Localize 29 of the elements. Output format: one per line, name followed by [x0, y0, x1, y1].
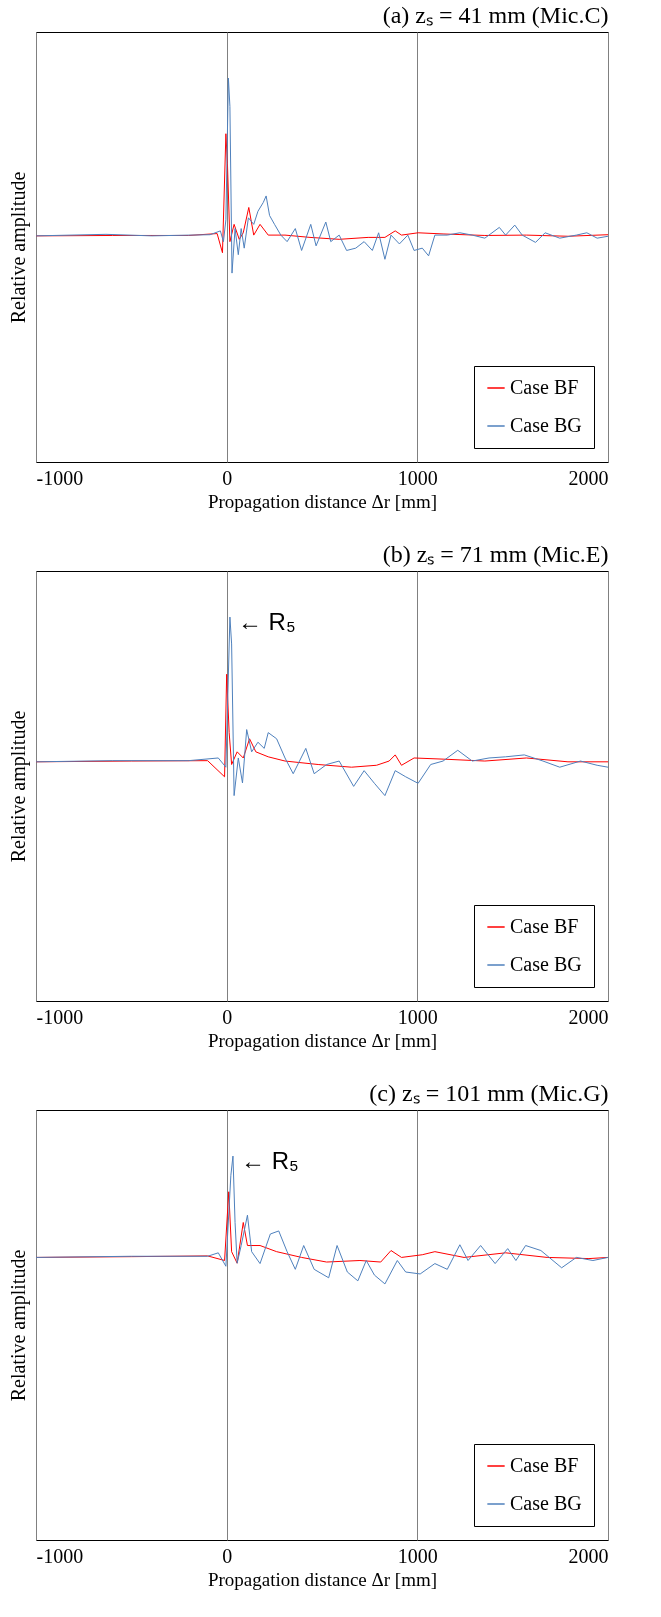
x-tick-label: 1000 [397, 466, 438, 489]
x-tick-label: 1000 [397, 1005, 438, 1028]
x-tick-label: 0 [222, 1544, 233, 1567]
x-tick-label: 2000 [568, 466, 609, 489]
x-axis-title: Propagation distance Δr [mm] [207, 1029, 438, 1051]
chart-title: (b) zₛ = 71 mm (Mic.E) [382, 541, 609, 567]
y-axis-title: Relative amplitude [6, 171, 30, 324]
x-tick-label: -1000 [36, 1544, 84, 1567]
annotation: ← R₅ [240, 1147, 299, 1175]
x-tick-label: -1000 [36, 466, 84, 489]
x-axis-title: Propagation distance Δr [mm] [207, 490, 438, 512]
legend-label: Case BF [510, 915, 579, 937]
legend-label: Case BF [510, 1454, 579, 1476]
legend-label: Case BG [510, 1492, 582, 1514]
legend-label: Case BF [510, 376, 579, 398]
chart-title: (c) zₛ = 101 mm (Mic.G) [369, 1080, 609, 1106]
x-axis-title: Propagation distance Δr [mm] [207, 1568, 438, 1590]
chart-title: (a) zₛ = 41 mm (Mic.C) [382, 2, 609, 28]
x-tick-label: 1000 [397, 1544, 438, 1567]
annotation: ← R₅ [237, 608, 296, 636]
x-tick-label: 0 [222, 1005, 233, 1028]
y-axis-title: Relative amplitude [6, 1249, 30, 1402]
x-tick-label: 0 [222, 466, 233, 489]
x-tick-label: 2000 [568, 1544, 609, 1567]
legend-label: Case BG [510, 414, 582, 436]
y-axis-title: Relative amplitude [6, 710, 30, 863]
x-tick-label: 2000 [568, 1005, 609, 1028]
x-tick-label: -1000 [36, 1005, 84, 1028]
legend-label: Case BG [510, 953, 582, 975]
